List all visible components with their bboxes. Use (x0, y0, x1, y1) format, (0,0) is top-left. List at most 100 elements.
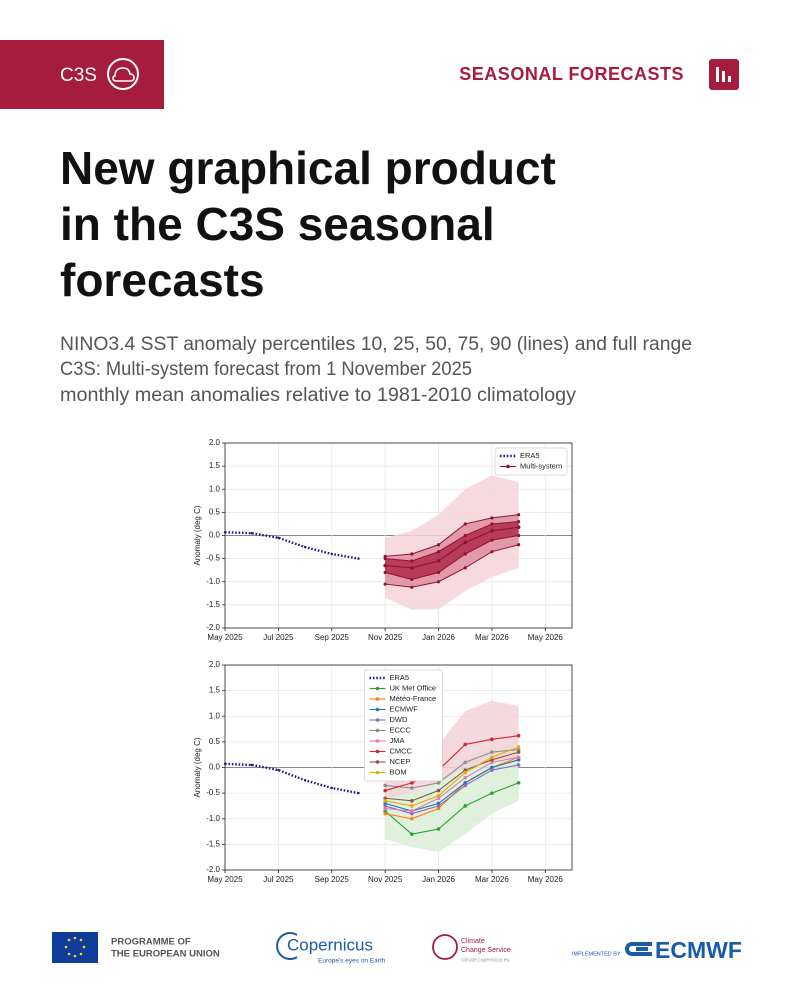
data-point (410, 832, 414, 836)
data-point (463, 742, 468, 747)
percentile-point (463, 566, 467, 570)
legend-label: CMCC (390, 746, 413, 755)
x-tick-label: Jan 2026 (422, 633, 455, 642)
x-tick-label: May 2025 (207, 875, 243, 884)
legend-marker (375, 718, 380, 722)
data-point (410, 799, 414, 803)
percentile-point (463, 533, 467, 538)
data-point (383, 806, 387, 811)
percentile-point (383, 554, 387, 558)
data-point (410, 781, 414, 785)
data-point (436, 781, 441, 785)
x-tick-label: Jul 2025 (263, 633, 294, 642)
legend-label: UK Met Office (390, 683, 437, 692)
series-line (385, 749, 519, 789)
legend-marker (375, 760, 380, 764)
headline: New graphical product in the C3S seasona… (60, 142, 556, 306)
data-point (410, 566, 414, 570)
legend-label: JMA (390, 736, 405, 745)
legend-box (494, 447, 568, 476)
subtitle-line: NINO3.4 SST anomaly percentiles 10, 25, … (60, 334, 692, 355)
data-point (490, 768, 494, 772)
percentile-point (383, 570, 387, 575)
data-point (303, 545, 307, 549)
data-point (463, 775, 468, 780)
data-point (383, 563, 387, 568)
ecmwf-icon (625, 942, 652, 956)
data-point (383, 811, 387, 816)
data-point (410, 811, 414, 816)
header-logo: C3S (60, 65, 97, 86)
data-point (463, 770, 468, 775)
percentile-point (490, 522, 494, 526)
header-logo-block (0, 40, 164, 109)
data-point (463, 540, 468, 545)
copernicus-tagline: Europe's eyes on Earth (318, 958, 386, 965)
series-line (385, 764, 519, 815)
data-point (383, 796, 387, 801)
y-tick-label: -1.0 (206, 814, 220, 823)
legend-label: BOM (390, 767, 407, 776)
data-point (490, 760, 494, 765)
data-point (330, 552, 333, 556)
data-point (303, 779, 307, 782)
data-point (383, 801, 387, 806)
percentile-point (517, 513, 521, 517)
percentile-point (517, 520, 521, 524)
icon-bar (722, 71, 725, 82)
x-tick-label: Mar 2026 (475, 875, 509, 884)
data-point (436, 559, 441, 563)
percentile-line (385, 535, 519, 580)
data-point (490, 755, 494, 760)
headline-line: New graphical product (60, 142, 556, 194)
data-point (436, 801, 441, 806)
data-point (490, 765, 494, 770)
percentile-point (410, 552, 414, 556)
data-point (436, 806, 441, 811)
data-point (463, 768, 468, 772)
x-tick-label: May 2025 (207, 633, 243, 642)
implemented-by: IMPLEMENTED BY (572, 951, 621, 957)
y-tick-label: -1.5 (206, 600, 220, 609)
percentile-point (517, 533, 521, 538)
data-point (250, 763, 253, 767)
percentile-point (490, 550, 494, 554)
logo-icon (107, 58, 139, 90)
percentile-point (436, 570, 441, 575)
data-point (516, 781, 521, 785)
percentile-point (410, 577, 414, 582)
x-tick-label: Nov 2025 (368, 633, 403, 642)
series-line (224, 762, 359, 795)
y-tick-label: 1.5 (209, 686, 221, 695)
data-point (436, 793, 441, 798)
y-tick-label: -0.5 (206, 554, 220, 563)
legend-marker (375, 697, 380, 701)
data-point (330, 786, 333, 790)
y-axis-label: Anomaly (deg C) (193, 737, 202, 797)
y-axis-label: Anomaly (deg C) (193, 505, 202, 565)
data-point (490, 529, 494, 533)
percentile-point (517, 543, 521, 547)
series-line (385, 759, 519, 812)
legend-marker (375, 728, 380, 733)
legend-label: DWD (390, 715, 408, 724)
x-tick-label: May 2026 (528, 875, 564, 884)
percentile-point (490, 516, 494, 520)
data-point (410, 786, 414, 790)
y-tick-label: -2.0 (206, 865, 220, 874)
subtitle-line: C3S: Multi-system forecast from 1 Novemb… (60, 359, 472, 380)
percentile-point (463, 522, 467, 526)
data-point (383, 799, 387, 803)
data-point (463, 804, 468, 808)
logo-cloud (112, 67, 135, 82)
subtitle: NINO3.4 SST anomaly percentiles 10, 25, … (60, 334, 692, 406)
icon-bar (728, 76, 731, 82)
legend-marker (506, 464, 510, 469)
legend-label: ERA5 (390, 673, 410, 682)
x-tick-label: Jul 2025 (263, 875, 294, 884)
legend-label: ECMWF (390, 704, 419, 713)
data-point (516, 755, 521, 760)
legend-label: Météo-France (390, 694, 437, 703)
headline-line: in the C3S seasonal (60, 198, 495, 250)
range-band (385, 741, 519, 853)
